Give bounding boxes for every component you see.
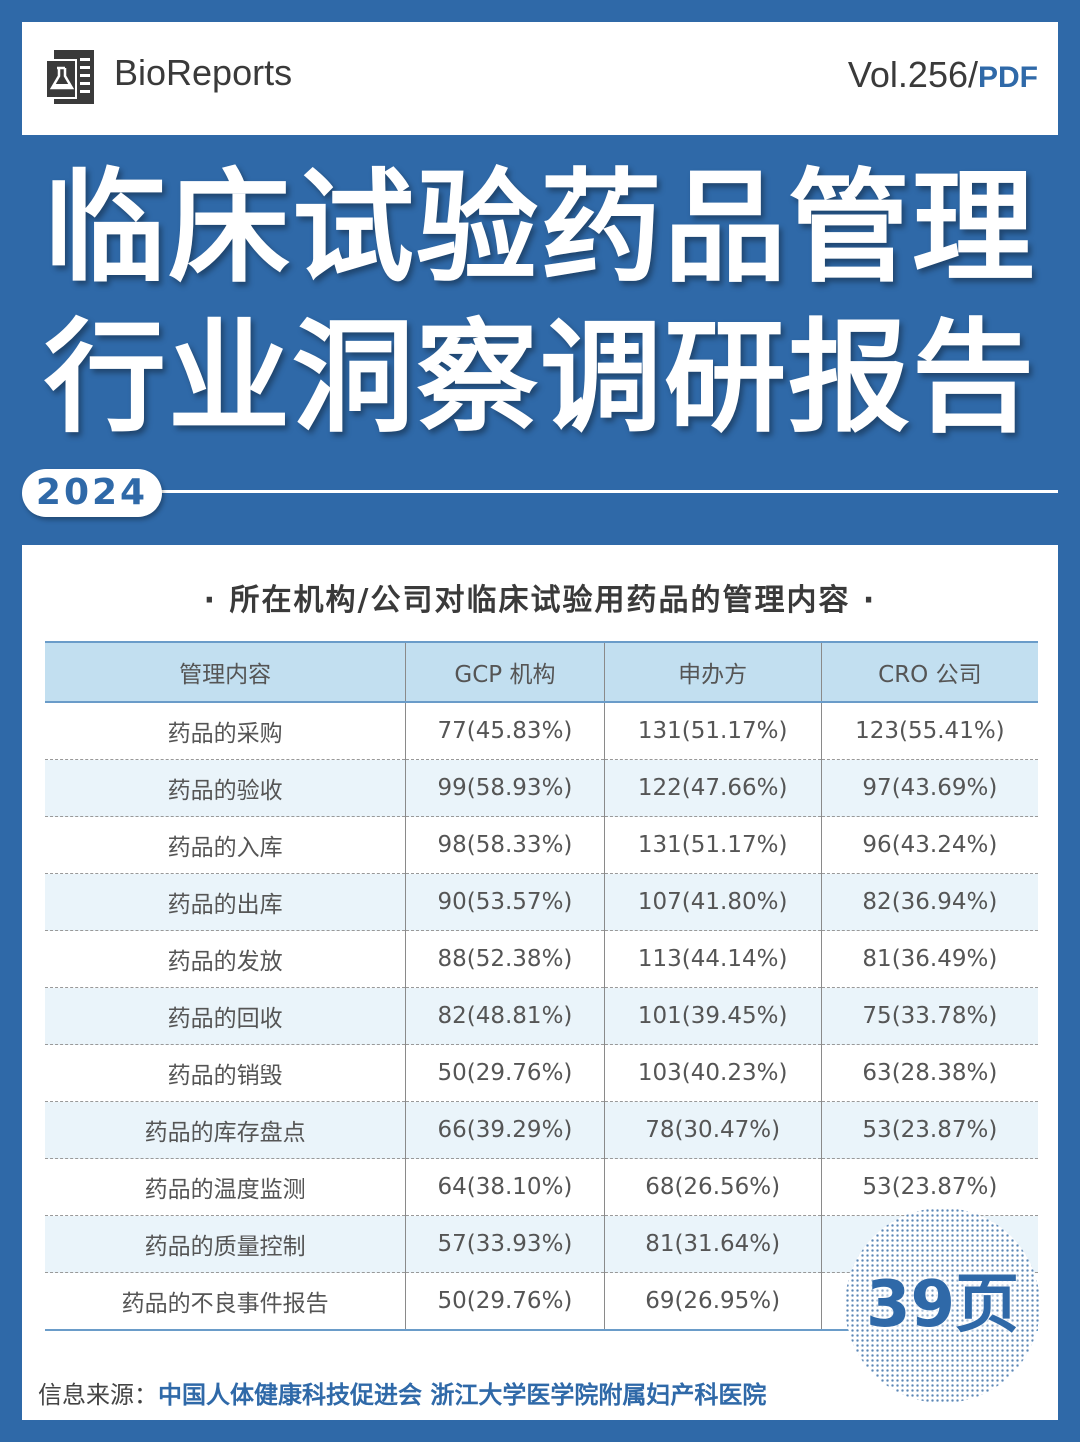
- format-label: PDF: [978, 61, 1038, 94]
- table-card: · 所在机构/公司对临床试验用药品的管理内容 · 管理内容 GCP 机构 申办方…: [22, 545, 1058, 1420]
- table-cell: 107(41.80%): [604, 873, 822, 931]
- table-cell: 50(29.76%): [405, 1272, 605, 1330]
- source-names: 中国人体健康科技促进会 浙江大学医学院附属妇产科医院: [158, 1381, 767, 1409]
- table-cell: 82(48.81%): [405, 987, 605, 1045]
- table-cell: 98(58.33%): [405, 816, 605, 874]
- report-title-line2: 行业洞察调研报告: [44, 307, 1036, 449]
- table-row: 药品的库存盘点 66(39.29%) 78(30.47%) 53(23.87%): [45, 1101, 1038, 1159]
- table-cell: 90(53.57%): [405, 873, 605, 931]
- table-cell: 78(30.47%): [604, 1101, 822, 1159]
- table-cell: 103(40.23%): [604, 1044, 822, 1102]
- flask-report-icon: [45, 50, 94, 104]
- column-header: 申办方: [604, 642, 822, 703]
- table-row: 药品的验收 99(58.93%) 122(47.66%) 97(43.69%): [45, 759, 1038, 817]
- year-badge: 2024: [22, 469, 162, 517]
- volume-number: Vol.256/: [847, 54, 978, 95]
- table-cell: 药品的发放: [45, 930, 407, 988]
- report-title-line1: 临床试验药品管理: [44, 157, 1036, 299]
- table-cell: 131(51.17%): [604, 816, 822, 874]
- table-cell: 66(39.29%): [405, 1101, 605, 1159]
- table-cell: 药品的出库: [45, 873, 407, 931]
- volume-label: Vol.256/PDF: [848, 54, 1038, 96]
- table-cell: 药品的不良事件报告: [45, 1272, 407, 1330]
- header-bar: BioReports Vol.256/PDF: [22, 22, 1058, 135]
- table-cell: 50(29.76%): [405, 1044, 605, 1102]
- table-cell: 75(33.78%): [821, 987, 1038, 1045]
- page-count-badge: 39页: [845, 1208, 1040, 1403]
- source-label: 信息来源：: [38, 1381, 158, 1409]
- table-cell: 53(23.87%): [862, 1174, 998, 1200]
- table-title: · 所在机构/公司对临床试验用药品的管理内容 ·: [203, 583, 877, 618]
- table-cell: 82(36.94%): [821, 873, 1038, 931]
- table-cell: 97(43.69%): [821, 759, 1038, 817]
- table-cell: 68(26.56%): [604, 1158, 822, 1216]
- table-cell: 99(58.93%): [405, 759, 605, 817]
- table-cell: 81(36.49%): [862, 946, 998, 972]
- table-cell: 57(33.93%): [405, 1215, 605, 1273]
- table-cell: 64(38.10%): [405, 1158, 605, 1216]
- table-cell: 131(51.17%): [604, 702, 822, 760]
- table-row: 药品的回收 82(48.81%) 101(39.45%) 75(33.78%): [45, 987, 1038, 1045]
- column-header: CRO 公司: [821, 642, 1038, 703]
- table-row: 药品的温度监测 64(38.10%) 68(26.56%) 53(23.87%): [45, 1158, 1038, 1216]
- column-header: 管理内容: [45, 642, 407, 703]
- table-row: 药品的采购 77(45.83%) 131(51.17%) 123(55.41%): [45, 702, 1038, 760]
- source-note: 信息来源：中国人体健康科技促进会 浙江大学医学院附属妇产科医院: [38, 1375, 766, 1410]
- table-cell: 77(45.83%): [405, 702, 605, 760]
- table-row: 药品的出库 90(53.57%) 107(41.80%) 82(36.94%): [45, 873, 1038, 931]
- table-cell: 53(23.87%): [821, 1101, 1038, 1159]
- table-header-row: 管理内容 GCP 机构 申办方 CRO 公司: [45, 642, 1038, 703]
- divider-line: [150, 490, 1058, 493]
- management-table: 管理内容 GCP 机构 申办方 CRO 公司 药品的采购 77(45.83%) 13…: [45, 641, 1038, 1331]
- table-cell: 药品的温度监测: [45, 1158, 407, 1216]
- column-header: GCP 机构: [405, 642, 605, 703]
- table-cell: 药品的质量控制: [45, 1215, 407, 1273]
- page-count: 39页: [865, 1268, 1020, 1342]
- table-cell: 81(31.64%): [604, 1215, 822, 1273]
- table-cell: 96(43.24%): [862, 832, 998, 858]
- table-row: 药品的入库 98(58.33%) 131(51.17%) 96(43.24%): [45, 816, 1038, 874]
- table-cell: 药品的回收: [45, 987, 407, 1045]
- table-cell: 101(39.45%): [604, 987, 822, 1045]
- table-cell: 69(26.95%): [604, 1272, 822, 1330]
- table-cell: 113(44.14%): [604, 930, 822, 988]
- table-cell: 63(28.38%): [862, 1060, 998, 1086]
- table-cell: 药品的入库: [45, 816, 407, 874]
- table-row: 药品的销毁 50(29.76%) 103(40.23%) 63(28.38%): [45, 1044, 1038, 1102]
- table-cell: 药品的库存盘点: [45, 1101, 407, 1159]
- table-cell: 123(55.41%): [855, 718, 1005, 744]
- table-cell: 药品的销毁: [45, 1044, 407, 1102]
- table-row: 药品的发放 88(52.38%) 113(44.14%) 81(36.49%): [45, 930, 1038, 988]
- brand-name: BioReports: [114, 52, 293, 93]
- table-cell: 122(47.66%): [604, 759, 822, 817]
- table-cell: 药品的验收: [45, 759, 407, 817]
- table-row: 药品的不良事件报告 50(29.76%) 69(26.95%): [45, 1272, 1038, 1330]
- table-cell: 88(52.38%): [405, 930, 605, 988]
- table-cell: 药品的采购: [45, 702, 407, 760]
